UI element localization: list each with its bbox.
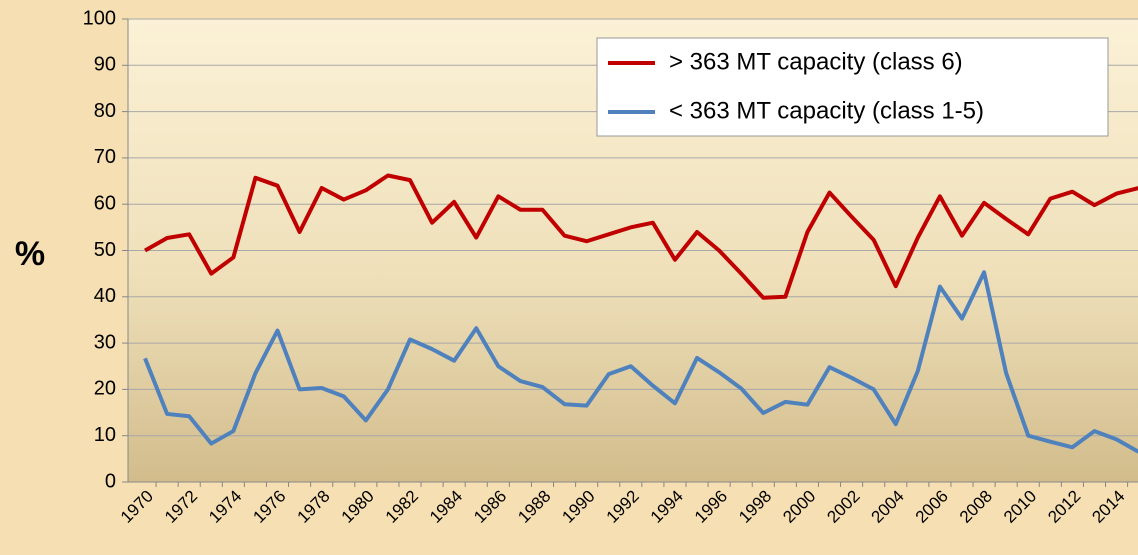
y-tick-label: 50	[94, 239, 116, 261]
y-tick-label: 10	[94, 424, 116, 446]
y-tick-label: 60	[94, 192, 116, 214]
x-tick-label: 1980	[338, 487, 378, 527]
x-tick-label: 1976	[249, 487, 289, 527]
y-tick-label: 40	[94, 285, 116, 307]
legend-label: < 363 MT capacity (class 1-5)	[669, 97, 984, 124]
x-tick-label: 2002	[823, 487, 863, 527]
x-tick-label: 1982	[382, 487, 422, 527]
series-line	[144, 173, 1138, 300]
x-tick-label: 1990	[558, 487, 598, 527]
x-tick-label: 2006	[912, 487, 952, 527]
y-tick-label: 20	[94, 378, 116, 400]
x-tick-label: 1994	[647, 487, 687, 527]
y-axis-label: %	[15, 235, 45, 273]
y-tick-label: 30	[94, 331, 116, 353]
legend-label: > 363 MT capacity (class 6)	[669, 48, 963, 75]
y-tick-label: 0	[105, 470, 116, 492]
x-tick-label: 2010	[1000, 487, 1040, 527]
series-line	[143, 270, 1138, 454]
y-tick-label: 90	[94, 54, 116, 76]
y-tick-label: 80	[94, 100, 116, 122]
x-tick-label: 2000	[779, 487, 819, 527]
x-tick-label: 1996	[691, 487, 731, 527]
x-tick-label: 1972	[161, 487, 201, 527]
x-tick-label: 2012	[1044, 487, 1084, 527]
legend-box	[596, 37, 1109, 137]
y-tick-label: 70	[94, 146, 116, 168]
x-tick-label: 1986	[470, 487, 510, 527]
x-tick-label: 1974	[205, 487, 245, 527]
x-tick-label: 1978	[293, 487, 333, 527]
legend: > 363 MT capacity (class 6) < 363 MT capa…	[596, 37, 1109, 137]
x-tick-label: 1970	[117, 487, 157, 527]
x-tick-label: 1998	[735, 487, 775, 527]
x-tick-label: 2014	[1088, 487, 1128, 527]
x-tick-label: 2004	[868, 487, 908, 527]
x-tick-label: 1984	[426, 487, 466, 527]
x-tick-label: 2008	[956, 487, 996, 527]
y-tick-label: 100	[83, 7, 116, 29]
x-tick-label: 1992	[603, 487, 643, 527]
x-tick-label: 1988	[514, 487, 554, 527]
